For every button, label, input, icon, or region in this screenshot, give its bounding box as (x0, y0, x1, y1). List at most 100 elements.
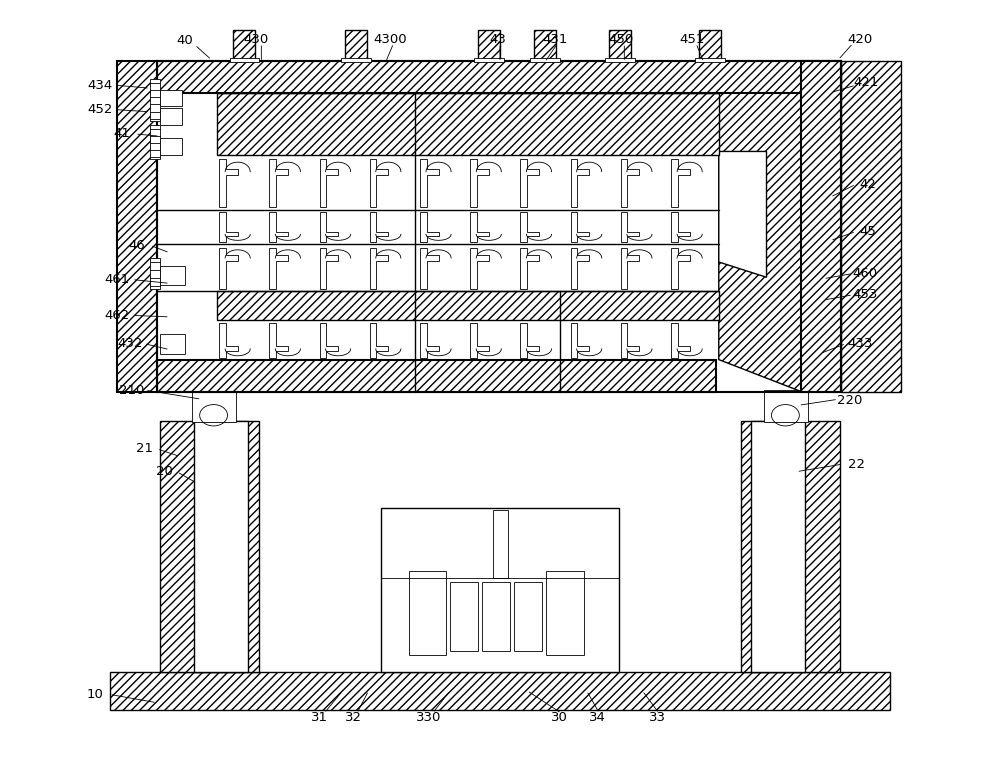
Bar (514, 582, 542, 650)
Bar (230, 58, 259, 62)
Bar (493, 510, 508, 578)
Text: 460: 460 (852, 267, 878, 280)
Text: 433: 433 (847, 337, 873, 350)
Bar (450, 582, 478, 650)
Polygon shape (520, 160, 539, 207)
Bar (150, 258, 160, 289)
Polygon shape (269, 323, 288, 358)
Text: 461: 461 (105, 273, 130, 286)
Bar (381, 508, 619, 672)
Text: 452: 452 (88, 103, 113, 116)
Text: 22: 22 (848, 458, 865, 471)
Text: 4300: 4300 (374, 33, 407, 46)
Polygon shape (370, 247, 388, 289)
Polygon shape (571, 323, 589, 358)
Polygon shape (219, 323, 238, 358)
Text: 420: 420 (847, 33, 873, 46)
Polygon shape (621, 247, 639, 289)
Text: 21: 21 (136, 442, 153, 455)
Bar (192, 390, 236, 422)
Polygon shape (520, 323, 539, 358)
Bar (609, 30, 631, 61)
Polygon shape (420, 323, 439, 358)
Bar (110, 672, 890, 710)
Text: 434: 434 (88, 78, 113, 91)
Polygon shape (219, 160, 238, 207)
Bar (699, 30, 721, 61)
Text: 43: 43 (490, 33, 506, 46)
Polygon shape (219, 247, 238, 289)
Text: 451: 451 (679, 33, 705, 46)
Bar (741, 421, 840, 672)
Text: 450: 450 (609, 33, 634, 46)
Text: 421: 421 (853, 76, 879, 89)
Polygon shape (320, 323, 338, 358)
Text: 462: 462 (105, 309, 130, 322)
Bar (841, 61, 901, 392)
Text: 46: 46 (129, 239, 145, 252)
Text: 32: 32 (345, 710, 362, 723)
Bar (751, 421, 805, 672)
Polygon shape (621, 160, 639, 207)
Bar (160, 334, 185, 353)
Bar (530, 58, 560, 62)
Text: 10: 10 (87, 688, 104, 701)
Text: 20: 20 (156, 465, 173, 478)
Bar (160, 91, 182, 106)
Bar (764, 390, 808, 422)
Text: 40: 40 (176, 35, 193, 48)
Bar (474, 58, 504, 62)
Polygon shape (420, 247, 439, 289)
Text: 41: 41 (114, 127, 131, 141)
Polygon shape (320, 212, 338, 242)
Polygon shape (420, 212, 439, 242)
Text: 30: 30 (551, 710, 568, 723)
Bar (801, 61, 841, 392)
Bar (605, 58, 635, 62)
Polygon shape (470, 160, 489, 207)
Bar (157, 61, 841, 392)
Polygon shape (269, 160, 288, 207)
Bar (160, 266, 185, 285)
Polygon shape (370, 160, 388, 207)
Bar (409, 571, 446, 654)
Bar (546, 571, 584, 654)
Bar (160, 421, 259, 672)
Bar (695, 58, 725, 62)
Bar (160, 108, 182, 124)
Polygon shape (520, 212, 539, 242)
Polygon shape (219, 212, 238, 242)
Polygon shape (671, 212, 690, 242)
Text: 33: 33 (649, 710, 666, 723)
Bar (194, 421, 248, 672)
Bar (345, 30, 367, 61)
Text: 31: 31 (311, 710, 328, 723)
Polygon shape (320, 247, 338, 289)
Polygon shape (470, 212, 489, 242)
Text: 220: 220 (837, 394, 863, 407)
Polygon shape (719, 93, 801, 392)
Bar (233, 30, 255, 61)
Text: 210: 210 (119, 383, 145, 396)
Text: 330: 330 (416, 710, 441, 723)
Text: 431: 431 (542, 33, 567, 46)
Polygon shape (621, 323, 639, 358)
Polygon shape (571, 212, 589, 242)
Bar (482, 582, 510, 650)
Polygon shape (671, 160, 690, 207)
Bar (534, 30, 556, 61)
Bar (117, 61, 157, 392)
Bar (150, 124, 160, 159)
Text: 432: 432 (117, 337, 143, 350)
Bar (160, 138, 182, 155)
Polygon shape (621, 212, 639, 242)
Polygon shape (269, 212, 288, 242)
Bar (150, 79, 160, 121)
Bar (341, 58, 371, 62)
Bar (217, 291, 719, 320)
Bar (157, 61, 841, 93)
Polygon shape (370, 323, 388, 358)
Polygon shape (671, 247, 690, 289)
Polygon shape (470, 323, 489, 358)
Text: 42: 42 (860, 177, 876, 190)
